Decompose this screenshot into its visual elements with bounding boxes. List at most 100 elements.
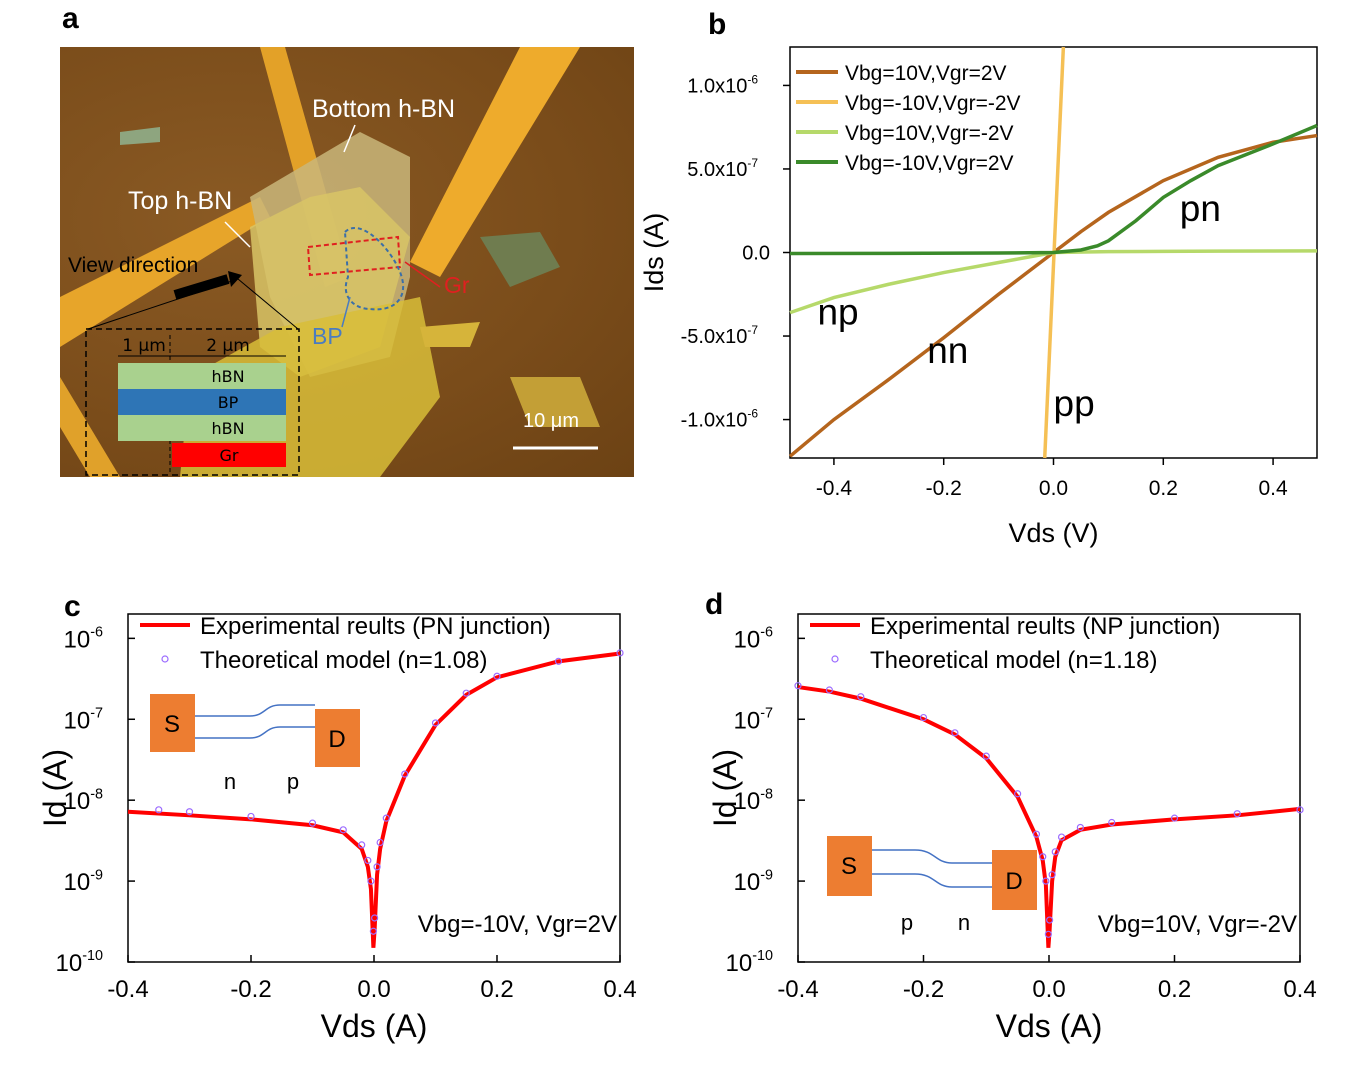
model-point <box>431 719 440 727</box>
model-point <box>1296 806 1304 814</box>
y-tick-label: 10-7 <box>64 705 104 734</box>
legend-swatch-model <box>831 655 839 663</box>
source-label: S <box>164 711 180 738</box>
chart-d: -0.4 -0.2 0.0 0.2 0.4 10-10 10-9 10-8 10-7 10-6 Vd… <box>707 613 1317 1044</box>
y-tick-label: 10-10 <box>55 948 103 977</box>
y-tick-label: 1.0x10-6 <box>687 72 758 97</box>
small-flake-3 <box>420 322 480 347</box>
model-point <box>1170 814 1179 822</box>
x-tick-label: -0.4 <box>777 976 818 1003</box>
model-point <box>1039 853 1047 861</box>
layer-hbn-bottom <box>118 415 286 441</box>
panel-label-c: c <box>64 590 81 623</box>
legend-label-model: Theoretical model (n=1.18) <box>870 647 1157 674</box>
electrode-left <box>60 197 270 347</box>
model-point <box>1046 916 1054 924</box>
layer-label-bp: BP <box>217 393 239 412</box>
model-point <box>339 826 347 834</box>
region-label-np: np <box>817 291 858 332</box>
layer-bp <box>118 389 286 415</box>
electrode-right <box>410 47 580 277</box>
region-2-label: p <box>287 769 299 794</box>
y-tick-label: 10-7 <box>734 705 774 734</box>
electrode-bottom-left <box>60 377 120 477</box>
y-tick-label: -5.0x10-7 <box>681 323 759 348</box>
model-point <box>1014 790 1022 798</box>
arrow-bottom-hbn <box>343 124 356 153</box>
label-bp: BP <box>312 323 343 349</box>
small-flake-4 <box>510 377 600 427</box>
graphene-outline <box>306 235 402 277</box>
dim-label-2: 2 μm <box>206 336 250 356</box>
model-point <box>1051 848 1059 856</box>
model-point <box>1032 830 1041 838</box>
model-point <box>376 838 384 847</box>
model-point <box>462 689 470 697</box>
y-tick-label: 10-8 <box>64 786 104 815</box>
model-point <box>401 770 409 778</box>
model-point <box>382 814 390 822</box>
small-flake-2 <box>480 232 560 287</box>
x-tick-label: -0.2 <box>903 976 944 1003</box>
x-tick-label: 0.4 <box>1258 477 1288 500</box>
y-tick-label: 10-9 <box>64 867 104 896</box>
y-tick-label: -1.0x10-6 <box>681 407 759 432</box>
chart-c: -0.4 -0.2 0.0 0.2 0.4 10-10 10-9 10-8 10-7 10-6 Vd… <box>37 613 637 1044</box>
layer-label-gr: Gr <box>219 446 239 465</box>
y-axis-label: Id (A) <box>707 749 743 827</box>
x-tick-label: -0.4 <box>107 976 148 1003</box>
model-point <box>373 863 381 871</box>
panel-label-b: b <box>708 8 727 41</box>
experimental-curve <box>127 651 621 948</box>
x-tick-label: 0.4 <box>1283 976 1316 1003</box>
model-point <box>857 693 865 701</box>
x-tick-label: 0.0 <box>357 976 390 1003</box>
y-axis-label: Ids (A) <box>640 213 669 293</box>
model-point <box>616 649 624 657</box>
x-tick-label: 0.0 <box>1039 477 1068 500</box>
label-scale: 10 μm <box>523 410 579 432</box>
model-point <box>1048 871 1056 879</box>
layer-label-hbn-top: hBN <box>211 367 245 386</box>
region-2-label: n <box>958 910 970 935</box>
micrograph-drawing <box>60 47 600 477</box>
band-upper <box>872 849 992 864</box>
model-point <box>358 841 366 849</box>
source-label: S <box>841 853 857 880</box>
layer-label-hbn-bottom: hBN <box>211 419 245 438</box>
legend-label-2: Vbg=10V,Vgr=-2V <box>845 122 1014 145</box>
region-1-label: p <box>901 910 913 935</box>
y-tick-label: 10-8 <box>734 786 774 815</box>
optical-micrograph: Bottom h-BN Top h-BN View direction Gr B… <box>60 47 634 477</box>
label-top-hbn: Top h-BN <box>128 187 233 215</box>
x-tick-label: 0.2 <box>1149 477 1178 500</box>
legend-label-0: Vbg=10V,Vgr=2V <box>845 62 1007 85</box>
x-axis-label: Vds (A) <box>321 1008 428 1044</box>
legend-label-model: Theoretical model (n=1.08) <box>200 647 487 674</box>
y-axis-label: Id (A) <box>37 749 73 827</box>
band-lower <box>872 873 992 888</box>
series-line-2 <box>789 249 1318 315</box>
bias-annotation: Vbg=-10V, Vgr=2V <box>418 911 617 938</box>
model-point <box>367 877 375 885</box>
label-view-direction: View direction <box>68 254 199 277</box>
x-tick-label: 0.4 <box>603 976 636 1003</box>
x-tick-label: -0.4 <box>816 477 853 500</box>
region-label-nn: nn <box>927 330 968 371</box>
region-label-pp: pp <box>1054 383 1095 424</box>
model-point <box>185 808 194 816</box>
panel-label-d: d <box>705 588 724 621</box>
model-point <box>1057 833 1066 841</box>
model-point <box>951 729 959 737</box>
y-tick-label: 10-6 <box>64 625 104 654</box>
model-point <box>794 682 802 690</box>
legend-label-experimental: Experimental reults (NP junction) <box>870 613 1220 640</box>
view-direction-arrowhead <box>228 271 242 287</box>
drain-label: D <box>1005 868 1022 895</box>
layer-hbn-top <box>118 363 286 389</box>
x-tick-label: -0.2 <box>926 477 962 500</box>
label-bottom-hbn: Bottom h-BN <box>312 95 456 123</box>
view-direction-arrow <box>173 274 230 300</box>
legend-label-1: Vbg=-10V,Vgr=-2V <box>845 92 1021 115</box>
experimental-curve <box>797 685 1301 948</box>
